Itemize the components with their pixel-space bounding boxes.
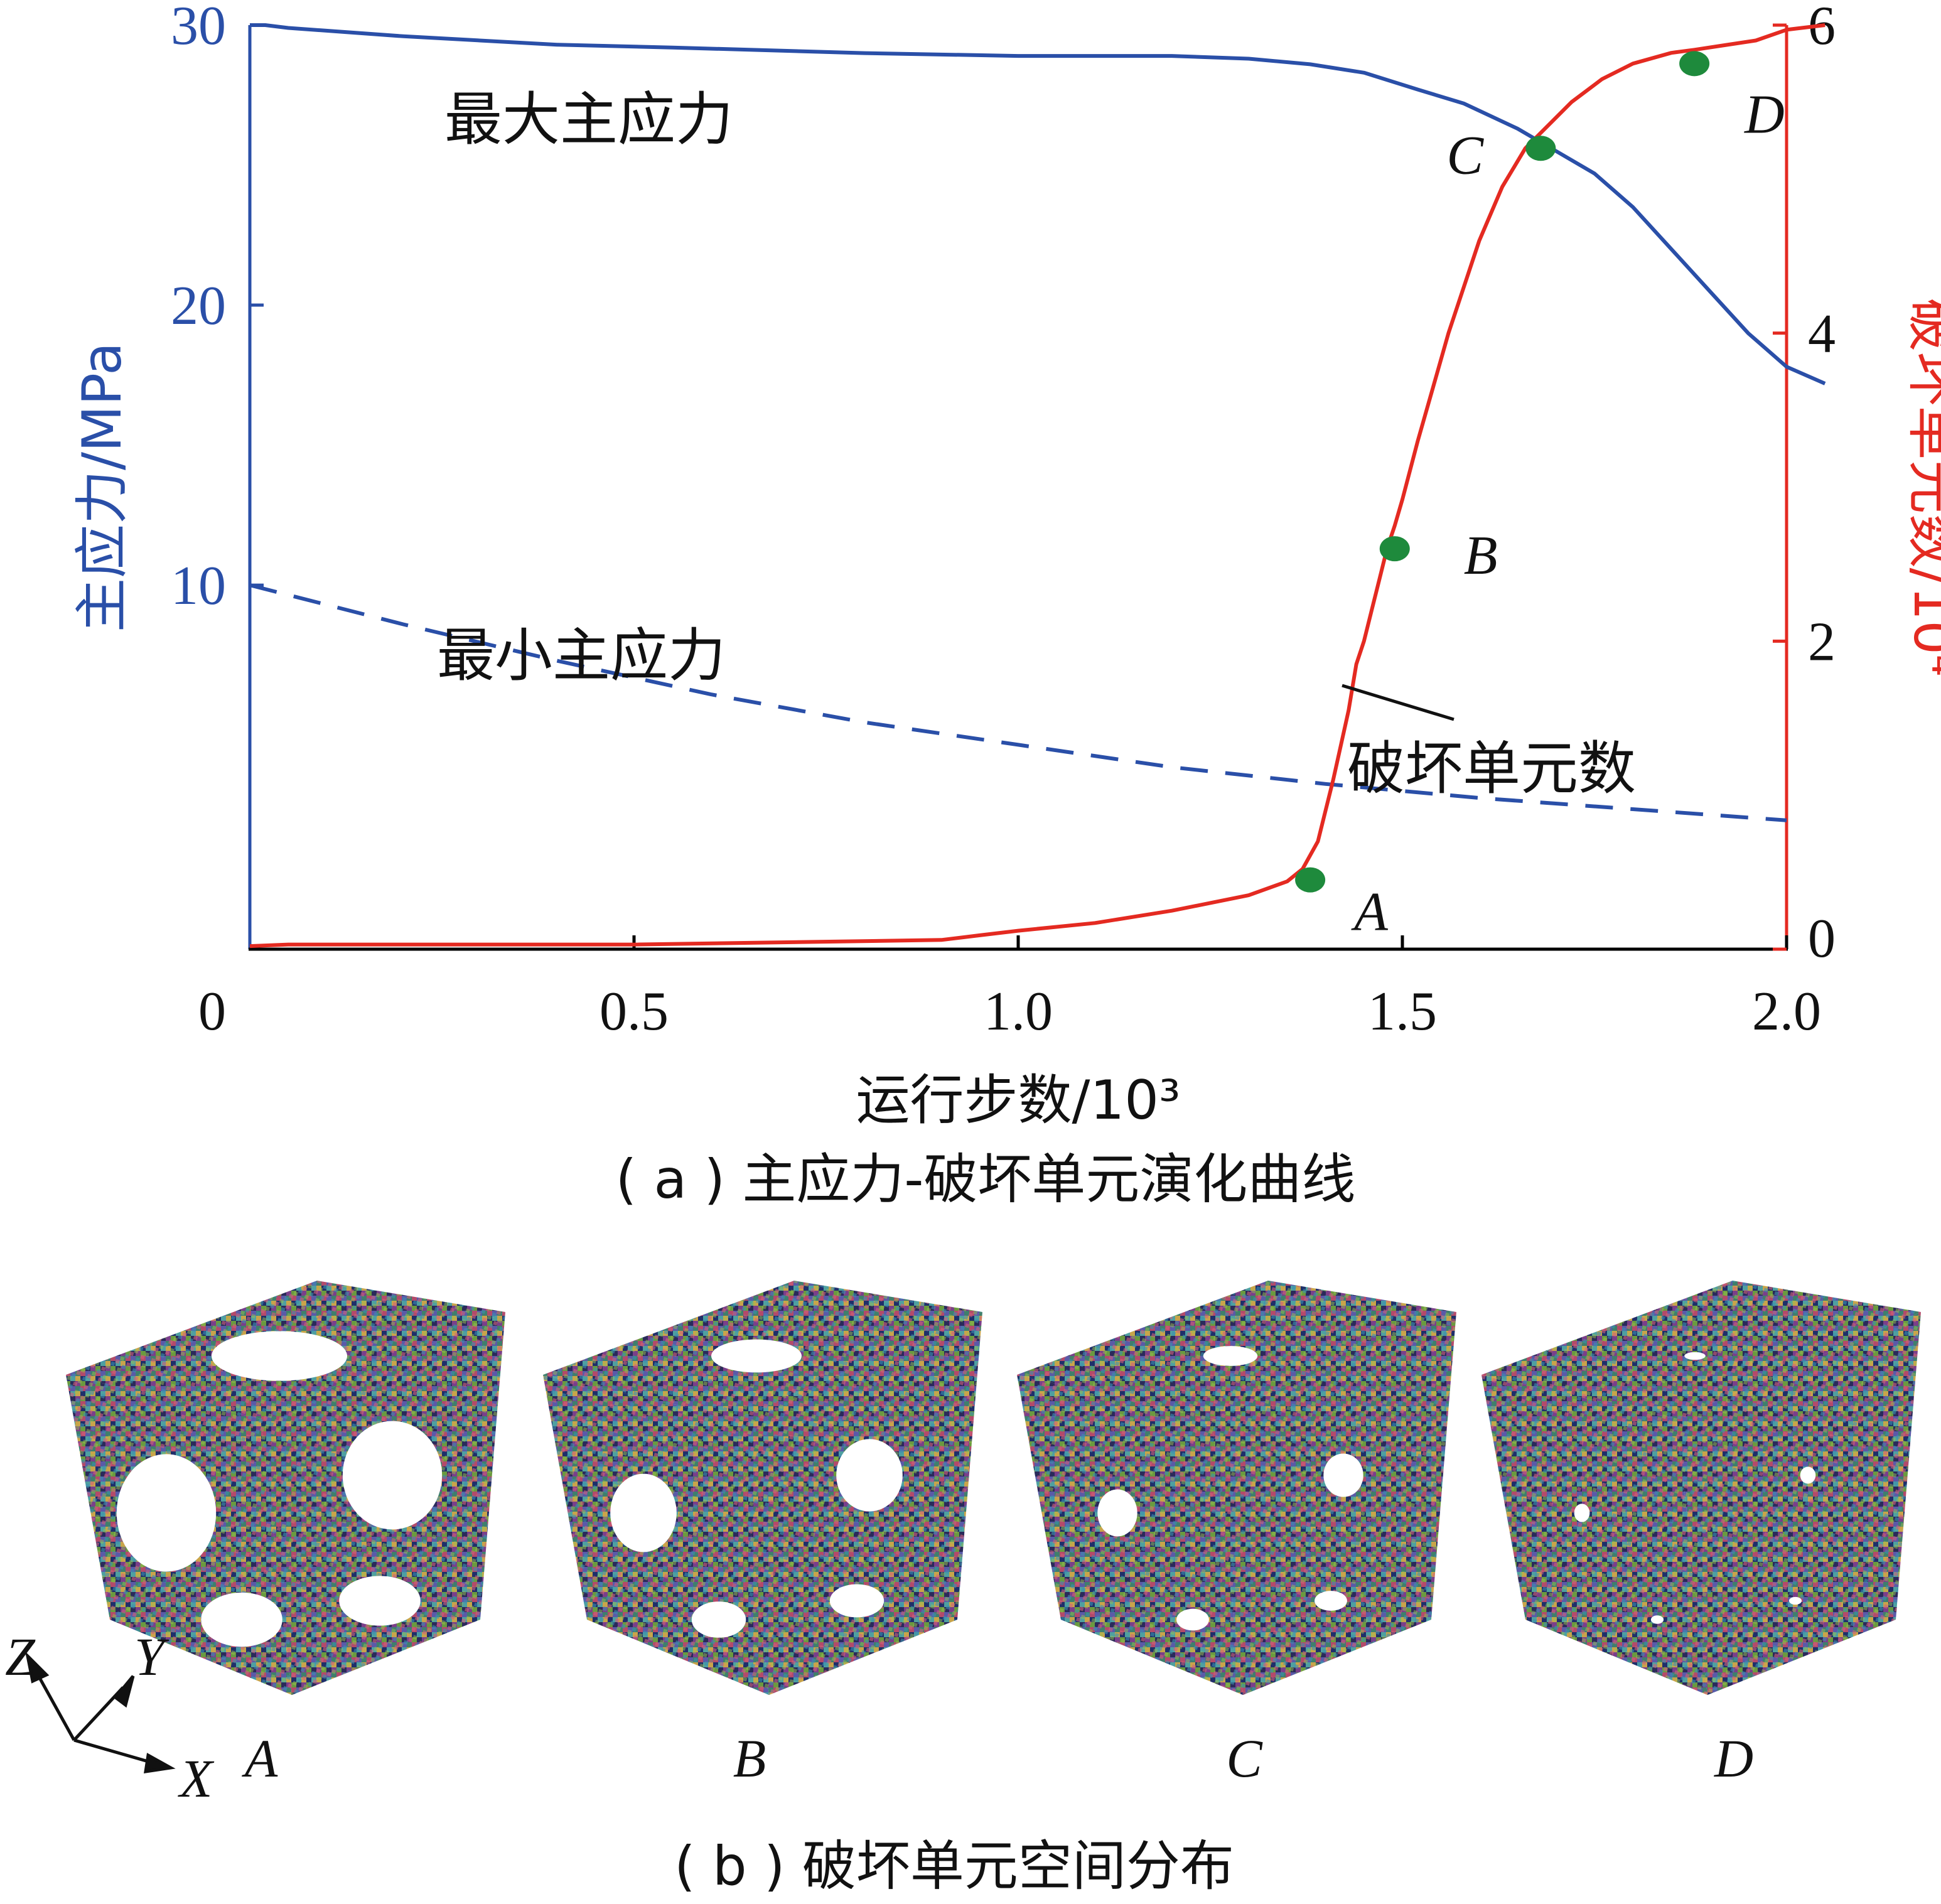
cube-void <box>116 1454 217 1572</box>
cube-void <box>1788 1596 1802 1605</box>
cube-c <box>1017 1281 1456 1695</box>
cube-face-overlay <box>1212 1312 1456 1695</box>
cube-void <box>829 1584 884 1618</box>
series-max-stress-line <box>250 23 1826 385</box>
cube-void <box>1176 1608 1209 1631</box>
series-min-stress-line <box>249 583 1787 822</box>
cube-void <box>610 1473 677 1552</box>
panel-b: Z Y X A B C D ( b ) 破坏单元空间分布 <box>5 1281 1921 1898</box>
x-tick-label: 2.0 <box>1752 981 1821 1042</box>
y-right-tick-label: 2 <box>1808 611 1836 672</box>
point-c <box>1525 136 1556 161</box>
cube-void <box>201 1592 282 1647</box>
cube-void <box>1650 1615 1664 1624</box>
cube-face-overlay <box>1481 1375 1707 1695</box>
caption-b: ( b ) 破坏单元空间分布 <box>674 1835 1234 1898</box>
axis-z-label: Z <box>5 1627 36 1687</box>
point-label-a: A <box>1351 882 1389 943</box>
y-left-tick-label: 20 <box>171 276 226 336</box>
x-axis-label: 运行步数/10³ <box>856 1069 1181 1132</box>
cube-void <box>1574 1503 1590 1522</box>
cube-void <box>711 1339 802 1373</box>
cube-label-c: C <box>1226 1728 1263 1788</box>
plot-axes <box>248 25 1788 951</box>
min-stress-label: 最小主应力 <box>437 622 726 689</box>
x-tick-label: 1.5 <box>1368 981 1437 1042</box>
cube-face-overlay <box>1481 1281 1921 1419</box>
cube-label-a: A <box>242 1728 278 1788</box>
x-tick-label: 0 <box>198 981 226 1042</box>
series-failed-elements-line <box>249 23 1825 949</box>
cube-void <box>836 1439 903 1512</box>
y-left-axis-label: 主应力/MPa <box>71 342 134 632</box>
cubes-layer <box>66 1281 1921 1695</box>
cube-label-d: D <box>1714 1728 1753 1788</box>
cube-face-overlay <box>1676 1312 1921 1695</box>
point-b <box>1379 536 1410 562</box>
point-label-b: B <box>1464 525 1498 586</box>
failed-elements-leader <box>1341 684 1454 721</box>
cube-label-b: B <box>733 1728 766 1788</box>
cube-void <box>691 1601 746 1638</box>
cube-void <box>339 1576 421 1626</box>
y-left-tick-label: 10 <box>171 556 226 616</box>
axes-triad <box>24 1651 176 1773</box>
points-layer: A B C D <box>1295 51 1785 943</box>
axis-y-label: Y <box>134 1627 169 1687</box>
cube-void <box>1800 1466 1816 1484</box>
point-label-d: D <box>1744 84 1785 145</box>
caption-a: ( a ) 主应力-破坏单元演化曲线 <box>616 1148 1356 1211</box>
x-tick-label: 1.0 <box>984 981 1053 1042</box>
failed-elements-label: 破坏单元数 <box>1347 735 1636 802</box>
series-layer <box>249 23 1826 949</box>
max-stress-label: 最大主应力 <box>444 86 733 153</box>
cube-void <box>1684 1352 1706 1360</box>
cube-void <box>1097 1489 1137 1537</box>
point-d <box>1679 51 1710 77</box>
y-left-ticks: 10 20 30 <box>171 0 264 616</box>
cube-a <box>66 1281 505 1695</box>
cube-void <box>1315 1591 1347 1611</box>
x-tick-label: 0.5 <box>600 981 669 1042</box>
y-right-tick-label: 4 <box>1808 304 1836 365</box>
cube-void <box>1203 1346 1258 1366</box>
cube-face-overlay <box>1017 1375 1243 1695</box>
axis-x-label: X <box>178 1748 215 1809</box>
cube-void <box>1323 1453 1363 1497</box>
point-label-c: C <box>1446 125 1484 186</box>
x-ticks: 0 0.5 1.0 1.5 2.0 <box>198 935 1821 1042</box>
cube-d <box>1481 1281 1921 1695</box>
cube-b <box>543 1281 982 1695</box>
cube-void <box>212 1331 347 1381</box>
y-right-tick-label: 0 <box>1808 908 1836 969</box>
y-right-axis-label: 破坏单元数/10⁴ <box>1901 298 1941 677</box>
y-left-tick-label: 30 <box>171 0 226 56</box>
cube-void <box>342 1421 443 1530</box>
point-a <box>1295 867 1326 893</box>
